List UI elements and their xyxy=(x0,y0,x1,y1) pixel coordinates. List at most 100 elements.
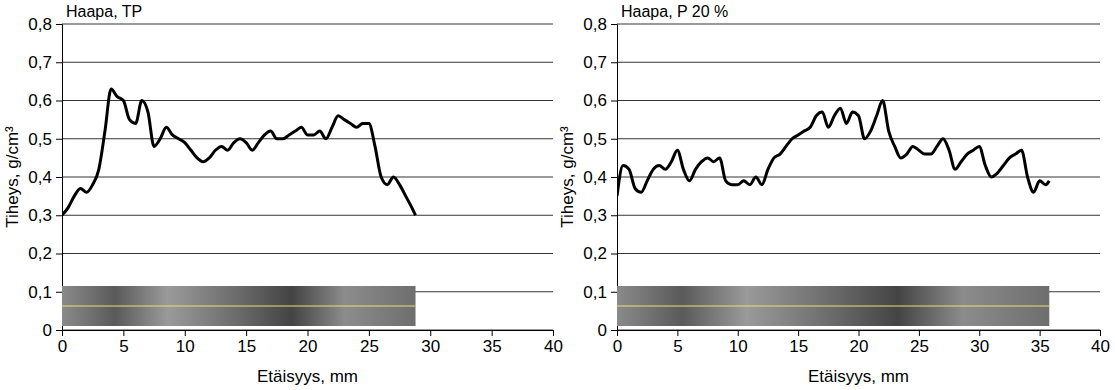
tick-label: 20 xyxy=(299,337,318,356)
scan-image xyxy=(617,286,1049,326)
panel: 0 0,1 0,2 0,3 0,4 0,5 0,6 0,7 0,8 0 5 10 15 20 25 30 35 4… xyxy=(3,3,563,386)
tick-mark xyxy=(369,330,370,336)
grid-line xyxy=(62,100,553,101)
tick: 35 xyxy=(1031,330,1050,356)
tick: 0,3 xyxy=(28,206,62,225)
tick: 0,4 xyxy=(28,168,62,187)
tick: 0,1 xyxy=(583,283,617,302)
tick-label: 0,7 xyxy=(583,53,607,72)
tick-mark xyxy=(553,330,554,336)
plot-area xyxy=(62,89,416,326)
tick-mark xyxy=(611,101,617,102)
tick-label: 30 xyxy=(970,337,989,356)
tick-label: 5 xyxy=(119,337,128,356)
tick-mark xyxy=(611,215,617,216)
tick-label: 0,5 xyxy=(583,130,607,149)
tick-label: 0,8 xyxy=(583,15,607,34)
tick-mark xyxy=(246,330,247,336)
tick: 0,4 xyxy=(583,168,617,187)
tick-mark xyxy=(979,330,980,336)
scan-image xyxy=(62,286,416,326)
tick-mark xyxy=(859,330,860,336)
tick-mark xyxy=(56,215,62,216)
tick: 5 xyxy=(673,330,682,356)
tick-label: 25 xyxy=(360,337,379,356)
y-axis-title: Tiheys, g/cm³ xyxy=(3,126,22,228)
grid-line xyxy=(617,62,1100,63)
tick: 15 xyxy=(237,330,256,356)
tick-mark xyxy=(611,292,617,293)
panel: 00,10,20,30,40,50,60,70,8051015202530354… xyxy=(558,3,1110,386)
tick-mark xyxy=(56,24,62,25)
y-axis: 0 0,1 0,2 0,3 0,4 0,5 0,6 0,7 0,8 xyxy=(28,15,62,340)
x-axis-title: Etäisyys, mm xyxy=(808,367,909,386)
grid-line xyxy=(617,215,1100,216)
grid xyxy=(617,24,1100,330)
tick: 30 xyxy=(421,330,440,356)
x-axis-title: Etäisyys, mm xyxy=(257,367,358,386)
tick-label: 35 xyxy=(483,337,502,356)
tick-mark xyxy=(123,330,124,336)
tick-label: 0,7 xyxy=(28,53,52,72)
plot-area xyxy=(617,101,1049,327)
tick-label: 15 xyxy=(789,337,808,356)
figure: 0 0,1 0,2 0,3 0,4 0,5 0,6 0,7 0,8 0 5 10 15 20 25 30 35 4… xyxy=(0,0,1115,390)
tick-mark xyxy=(430,330,431,336)
tick-mark xyxy=(56,62,62,63)
tick-label: 0,3 xyxy=(583,206,607,225)
tick-label: 10 xyxy=(176,337,195,356)
tick-mark xyxy=(62,330,63,336)
tick-mark xyxy=(185,330,186,336)
tick: 0,7 xyxy=(28,53,62,72)
tick-mark xyxy=(1040,330,1041,336)
tick-label: 0,1 xyxy=(28,283,52,302)
y-axis: 00,10,20,30,40,50,60,70,8 xyxy=(583,15,617,340)
tick: 10 xyxy=(729,330,748,356)
tick: 0,2 xyxy=(583,244,617,263)
tick-mark xyxy=(56,292,62,293)
tick: 0,8 xyxy=(28,15,62,34)
x-axis: 0510152025303540 xyxy=(613,330,1110,356)
tick: 0,6 xyxy=(28,91,62,110)
tick-mark xyxy=(677,330,678,336)
tick: 0,8 xyxy=(583,15,617,34)
axis-line xyxy=(63,331,554,337)
tick-label: 0 xyxy=(43,321,52,340)
tick: 0 xyxy=(58,330,67,356)
tick-label: 0 xyxy=(598,321,607,340)
tick: 10 xyxy=(176,330,195,356)
tick-mark xyxy=(308,330,309,336)
tick-label: 35 xyxy=(1031,337,1050,356)
tick-label: 0,6 xyxy=(28,91,52,110)
tick-label: 0,3 xyxy=(28,206,52,225)
tick-label: 40 xyxy=(544,337,563,356)
tick-mark xyxy=(611,139,617,140)
title: Haapa, P 20 % xyxy=(621,3,728,20)
tick-mark xyxy=(492,330,493,336)
tick-mark xyxy=(56,330,62,331)
tick: 0,5 xyxy=(28,130,62,149)
tick-mark xyxy=(611,254,617,255)
tick-label: 25 xyxy=(910,337,929,356)
tick: 20 xyxy=(850,330,869,356)
title: Haapa, TP xyxy=(66,3,142,20)
grid-line xyxy=(62,138,553,139)
tick: 20 xyxy=(299,330,318,356)
tick-mark xyxy=(617,330,618,336)
tick: 0,2 xyxy=(28,244,62,263)
grid-line xyxy=(62,62,553,63)
tick-label: 0,4 xyxy=(583,168,607,187)
tick-mark xyxy=(56,254,62,255)
tick: 25 xyxy=(910,330,929,356)
axis-line xyxy=(611,25,618,331)
tick-label: 15 xyxy=(237,337,256,356)
axis-line xyxy=(618,331,1101,337)
tick-label: 0,2 xyxy=(583,244,607,263)
grid-line xyxy=(617,138,1100,139)
grid-line xyxy=(62,24,553,25)
tick-mark xyxy=(1100,330,1101,336)
grid-line xyxy=(62,253,553,254)
tick-label: 0,2 xyxy=(28,244,52,263)
tick: 40 xyxy=(1091,330,1110,356)
tick-label: 40 xyxy=(1091,337,1110,356)
